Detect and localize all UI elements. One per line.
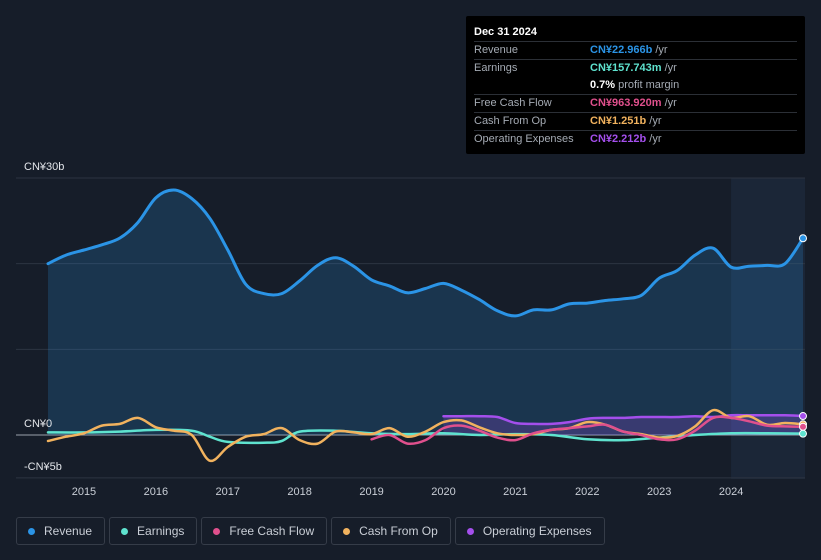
legend-item-operating-expenses[interactable]: Operating Expenses: [454, 517, 605, 545]
x-tick-label: 2016: [144, 486, 168, 498]
legend-label: Cash From Op: [359, 524, 438, 538]
chart-legend: Revenue Earnings Free Cash Flow Cash Fro…: [16, 517, 605, 545]
x-tick-label: 2017: [216, 486, 240, 498]
tooltip-label: Revenue: [474, 44, 519, 56]
tooltip-row-operating-expenses: Operating Expenses CN¥2.212b /yr: [474, 130, 797, 148]
tooltip-row-earnings: Earnings CN¥157.743m /yr: [474, 59, 797, 77]
legend-item-revenue[interactable]: Revenue: [16, 517, 106, 545]
series-layer: [46, 188, 807, 463]
earnings-end-point: [799, 429, 807, 438]
legend-label: Free Cash Flow: [229, 524, 315, 538]
y-axis-bottom-label: -CN¥5b: [24, 461, 62, 473]
tooltip-unit: /yr: [649, 133, 662, 145]
legend-dot-icon: [466, 527, 474, 535]
legend-dot-icon: [121, 527, 129, 535]
legend-label: Operating Expenses: [482, 524, 592, 538]
tooltip-label: [474, 77, 590, 94]
x-tick-label: 2021: [503, 486, 527, 498]
tooltip-value: 0.7%: [590, 79, 616, 91]
legend-dot-icon: [213, 527, 221, 535]
x-axis-ticks: 2015 2016 2017 2018 2019 2020 2021 2022 2023 2024: [72, 486, 744, 498]
tooltip-row-profit-margin: 0.7% profit margin: [474, 77, 797, 94]
data-tooltip: Dec 31 2024 Revenue CN¥22.966b /yr Earni…: [466, 16, 805, 154]
current-period-highlight: [731, 178, 805, 479]
operating-expenses-area: [443, 415, 803, 435]
tooltip-unit: /yr: [664, 97, 677, 109]
legend-label: Earnings: [137, 524, 185, 538]
tooltip-value: CN¥963.920m: [590, 97, 662, 109]
tooltip-value: CN¥1.251b: [590, 115, 647, 127]
legend-dot-icon: [343, 527, 351, 535]
tooltip-date: Dec 31 2024: [474, 26, 537, 38]
legend-label: Revenue: [44, 524, 93, 538]
cash-from-op-line: [46, 408, 805, 463]
free-cash-flow-end-point: [799, 422, 807, 431]
revenue-line: [46, 188, 805, 318]
tooltip-unit: /yr: [655, 44, 668, 56]
operating-expenses-end-point: [799, 412, 807, 421]
x-tick-label: 2019: [359, 486, 383, 498]
tooltip-value: CN¥157.743m: [590, 62, 662, 74]
tooltip-value: CN¥22.966b: [590, 44, 653, 56]
y-axis-top-label: CN¥30b: [24, 161, 64, 173]
free-cash-flow-line: [370, 415, 805, 446]
tooltip-row-free-cash-flow: Free Cash Flow CN¥963.920m /yr: [474, 94, 797, 112]
x-tick-label: 2023: [647, 486, 671, 498]
x-tick-label: 2024: [719, 486, 743, 498]
x-tick-label: 2015: [72, 486, 96, 498]
tooltip-label: Earnings: [474, 62, 518, 74]
tooltip-unit: /yr: [664, 62, 677, 74]
tooltip-row-revenue: Revenue CN¥22.966b /yr: [474, 41, 797, 59]
legend-item-cash-from-op[interactable]: Cash From Op: [331, 517, 451, 545]
tooltip-value: CN¥2.212b: [590, 133, 647, 145]
y-axis-zero-label: CN¥0: [24, 418, 52, 430]
legend-item-earnings[interactable]: Earnings: [109, 517, 198, 545]
tooltip-label: Cash From Op: [474, 115, 547, 127]
legend-dot-icon: [28, 527, 35, 535]
tooltip-label: Operating Expenses: [474, 133, 574, 145]
revenue-end-point: [799, 234, 807, 243]
tooltip-label: Free Cash Flow: [474, 97, 552, 109]
revenue-area: [48, 189, 803, 435]
x-tick-label: 2018: [287, 486, 311, 498]
x-tick-label: 2022: [575, 486, 599, 498]
tooltip-unit: /yr: [649, 115, 662, 127]
tooltip-row-cash-from-op: Cash From Op CN¥1.251b /yr: [474, 112, 797, 130]
x-tick-label: 2020: [431, 486, 455, 498]
legend-item-free-cash-flow[interactable]: Free Cash Flow: [201, 517, 328, 545]
tooltip-unit: profit margin: [618, 79, 680, 91]
